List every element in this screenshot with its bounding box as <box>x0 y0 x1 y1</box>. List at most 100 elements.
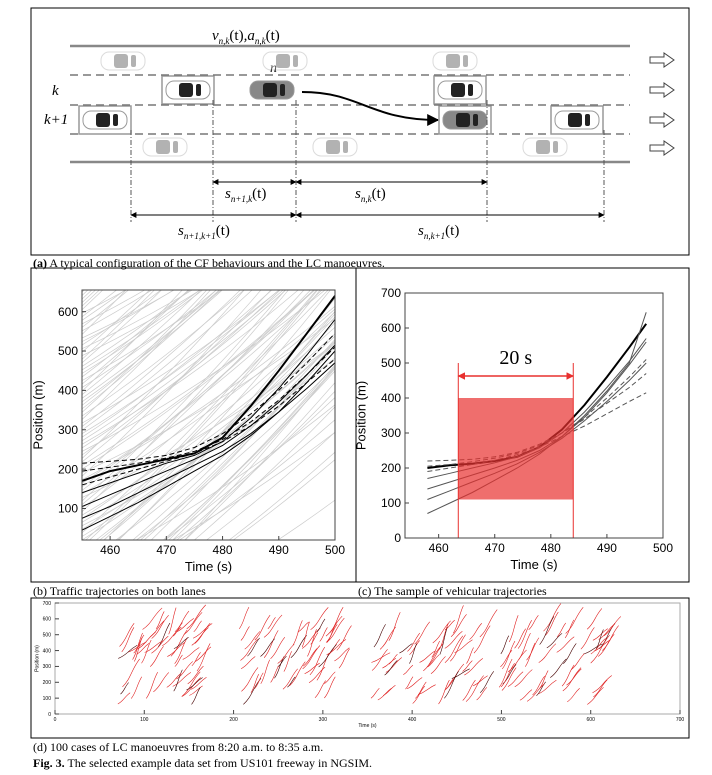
background-trajectory <box>82 290 326 452</box>
lc-trajectory <box>254 672 264 689</box>
gap-argument: (t) <box>372 186 386 202</box>
lc-trajectory <box>316 618 326 633</box>
lc-trajectory <box>383 684 396 696</box>
background-trajectory <box>82 121 335 278</box>
car-window <box>156 140 170 154</box>
lc-trajectory <box>438 679 450 705</box>
lc-trajectory <box>450 614 467 637</box>
car-window <box>456 113 470 127</box>
lc-trajectory <box>371 649 388 671</box>
caption: (d) 100 cases of LC manoeuvres from 8:20… <box>33 740 323 754</box>
car-box <box>78 105 132 135</box>
caption: (b) Traffic trajectories on both lanes <box>33 584 206 598</box>
lc-trajectory <box>464 658 483 676</box>
lc-trajectory <box>324 671 336 684</box>
lc-trajectory <box>428 643 444 666</box>
background-trajectory <box>82 290 130 328</box>
lc-trajectory <box>525 642 536 667</box>
gap-label: sn,k(t) <box>355 186 386 204</box>
y-tick-label: 400 <box>43 648 52 654</box>
car-body <box>262 51 308 71</box>
lc-trajectory <box>318 644 337 668</box>
car-window <box>293 55 298 67</box>
background-trajectory <box>184 382 335 540</box>
car-window <box>280 84 285 96</box>
lc-trajectory <box>500 635 510 655</box>
lc-trajectory <box>326 617 345 643</box>
y-tick-label: 100 <box>381 496 401 510</box>
y-tick-label: 600 <box>381 321 401 335</box>
lc-trajectory <box>172 672 192 687</box>
lc-trajectory <box>476 687 488 701</box>
lane-label: k <box>52 83 59 99</box>
background-trajectory <box>162 370 335 540</box>
flow-arrow <box>649 140 675 156</box>
lc-trajectory <box>545 611 559 636</box>
background-trajectory <box>82 290 190 378</box>
figure-caption: Fig. 3. The selected example data set fr… <box>33 756 372 770</box>
background-trajectory <box>176 391 335 540</box>
lc-trajectory <box>462 660 473 672</box>
lc-trajectory <box>150 646 164 667</box>
y-tick-label: 700 <box>381 286 401 300</box>
background-trajectory <box>82 290 323 484</box>
lc-trajectory <box>191 652 201 666</box>
y-axis-label: Position (m) <box>30 380 45 449</box>
lc-trajectory <box>118 645 138 659</box>
lc-trajectory <box>263 630 279 658</box>
lc-trajectory <box>593 679 608 698</box>
lc-trajectory <box>469 623 482 640</box>
lc-trajectory <box>444 619 455 631</box>
background-trajectory <box>82 290 183 392</box>
lc-trajectory <box>507 671 524 687</box>
y-tick-label: 400 <box>58 384 78 398</box>
lc-trajectory <box>388 612 401 641</box>
lc-trajectory <box>465 675 484 702</box>
car-box <box>550 105 604 135</box>
lc-trajectory <box>167 642 185 657</box>
background-trajectory <box>132 339 335 540</box>
background-trajectory <box>82 326 335 516</box>
background-trajectory <box>82 290 284 442</box>
diagram: vn,k(t),an,k(t) n k k+1 sn+1,k(t) sn,k(t)… <box>44 28 675 241</box>
caption: (a) A typical configuration of the CF be… <box>33 256 385 270</box>
background-trajectory <box>82 290 155 360</box>
x-tick-label: 100 <box>140 717 149 723</box>
gap-argument: (t) <box>252 186 266 202</box>
lc-trajectory <box>563 643 577 664</box>
y-tick-label: 600 <box>58 305 78 319</box>
lc-trajectory <box>382 658 397 669</box>
trajectory <box>82 350 335 531</box>
lc-trajectory <box>173 669 183 692</box>
y-tick-label: 500 <box>58 344 78 358</box>
panel-d-frame <box>30 597 690 739</box>
lc-trajectory <box>250 673 260 693</box>
background-trajectory <box>82 290 329 509</box>
axes-box <box>81 289 336 541</box>
car-window <box>96 113 110 127</box>
y-tick-label: 100 <box>58 502 78 516</box>
lc-trajectory <box>166 672 182 688</box>
lc-trajectory <box>539 670 549 689</box>
lc-trajectory <box>430 656 446 674</box>
lc-trajectory <box>176 661 193 680</box>
lc-trajectory <box>500 663 515 688</box>
background-trajectory <box>82 340 335 540</box>
lc-trajectory <box>412 685 426 704</box>
background-trajectory <box>82 290 204 374</box>
background-trajectory <box>232 459 335 540</box>
car-box <box>438 105 492 135</box>
lc-trajectory <box>570 653 585 670</box>
trajectory <box>82 319 335 494</box>
gap-argument: (t) <box>216 223 230 239</box>
car-window <box>446 54 460 68</box>
lc-trajectory <box>566 668 582 686</box>
lc-trajectory <box>289 661 306 687</box>
car-body <box>432 51 478 71</box>
lc-trajectory <box>371 652 391 663</box>
lc-trajectory <box>595 629 604 650</box>
lc-trajectory <box>182 677 201 697</box>
background-trajectory <box>193 406 335 540</box>
lc-trajectory <box>172 622 183 637</box>
lc-trajectory <box>473 625 491 654</box>
